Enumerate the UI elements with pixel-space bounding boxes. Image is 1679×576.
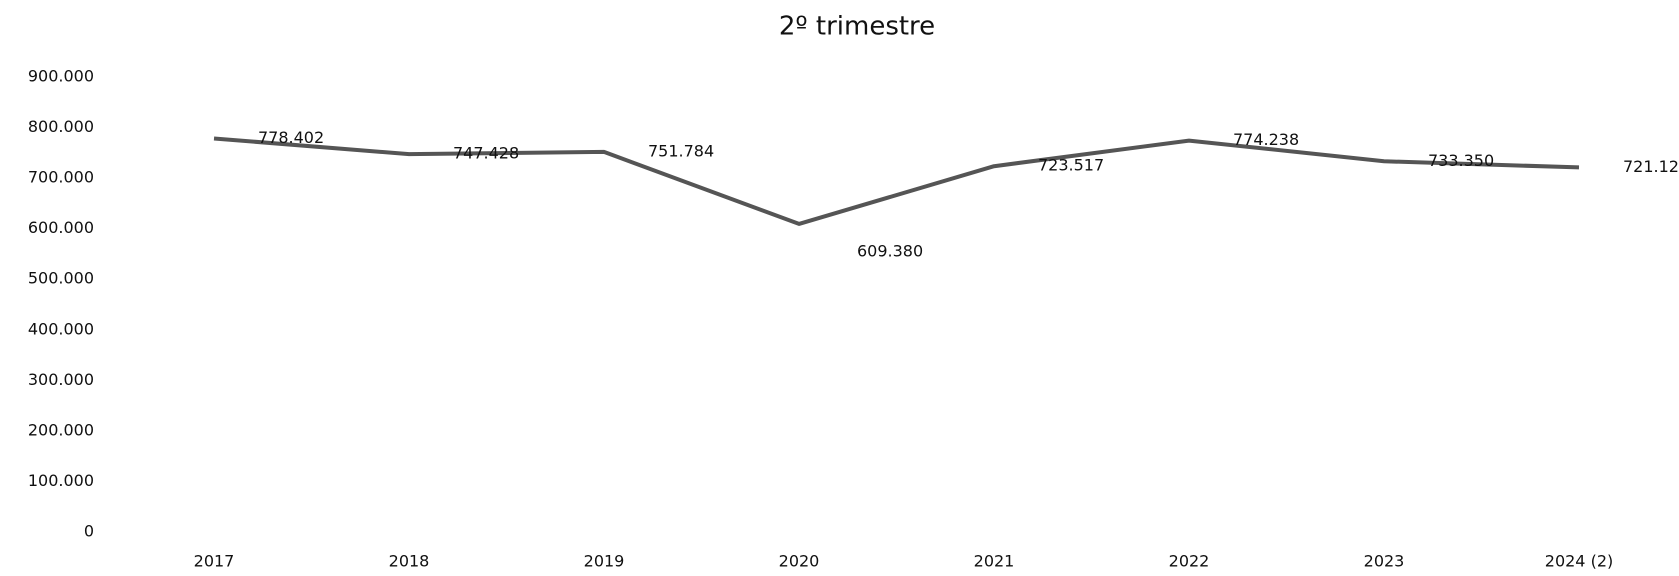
x-tick-label: 2022 <box>1169 552 1210 571</box>
x-tick-label: 2020 <box>779 552 820 571</box>
y-tick-label: 600.000 <box>28 218 94 237</box>
data-label: 609.380 <box>857 241 923 260</box>
y-tick-label: 100.000 <box>28 471 94 490</box>
data-label: 778.402 <box>258 128 324 147</box>
y-tick-label: 800.000 <box>28 117 94 136</box>
data-label: 721.127 <box>1623 157 1679 176</box>
data-label: 751.784 <box>648 141 714 160</box>
data-label: 723.517 <box>1038 156 1104 175</box>
x-tick-label: 2018 <box>389 552 430 571</box>
data-label: 747.428 <box>453 144 519 163</box>
line <box>213 136 1580 226</box>
y-tick-label: 900.000 <box>28 67 94 86</box>
y-tick-label: 300.000 <box>28 370 94 389</box>
y-tick-label: 0 <box>84 522 94 541</box>
chart-title: 2º trimestre <box>779 12 935 42</box>
y-tick-label: 200.000 <box>28 420 94 439</box>
x-tick-label: 2019 <box>584 552 625 571</box>
data-label: 733.350 <box>1428 151 1494 170</box>
y-tick-label: 500.000 <box>28 269 94 288</box>
x-tick-label: 2021 <box>974 552 1015 571</box>
y-tick-label: 400.000 <box>28 319 94 338</box>
y-tick-label: 700.000 <box>28 168 94 187</box>
data-label: 774.238 <box>1233 130 1299 149</box>
x-tick-label: 2024 (2) <box>1545 552 1613 571</box>
x-tick-label: 2017 <box>194 552 235 571</box>
x-tick-label: 2023 <box>1364 552 1405 571</box>
